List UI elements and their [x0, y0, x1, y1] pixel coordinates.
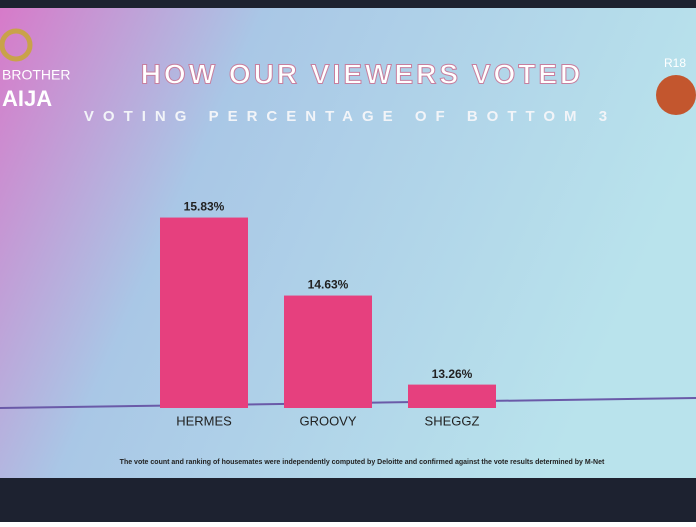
footnote: The vote count and ranking of housemates… [120, 459, 605, 466]
x-tick-label: HERMES [176, 413, 232, 428]
value-label: 13.26% [432, 367, 473, 381]
bar [160, 217, 248, 408]
value-label: 15.83% [184, 200, 225, 214]
rating-badge [656, 75, 696, 115]
rating: R18 [664, 56, 686, 70]
bar [284, 295, 372, 408]
bar [408, 384, 496, 408]
logo-text: BROTHER [2, 67, 70, 83]
x-tick-label: SHEGGZ [425, 413, 480, 428]
x-tick-label: GROOVY [299, 413, 356, 428]
chart-subtitle: VOTING PERCENTAGE OF BOTTOM 3 [84, 108, 616, 125]
logo-eye [0, 28, 33, 62]
logo-text: AIJA [2, 86, 52, 111]
value-label: 14.63% [308, 278, 349, 292]
chart-title: HOW OUR VIEWERS VOTED [141, 58, 584, 89]
